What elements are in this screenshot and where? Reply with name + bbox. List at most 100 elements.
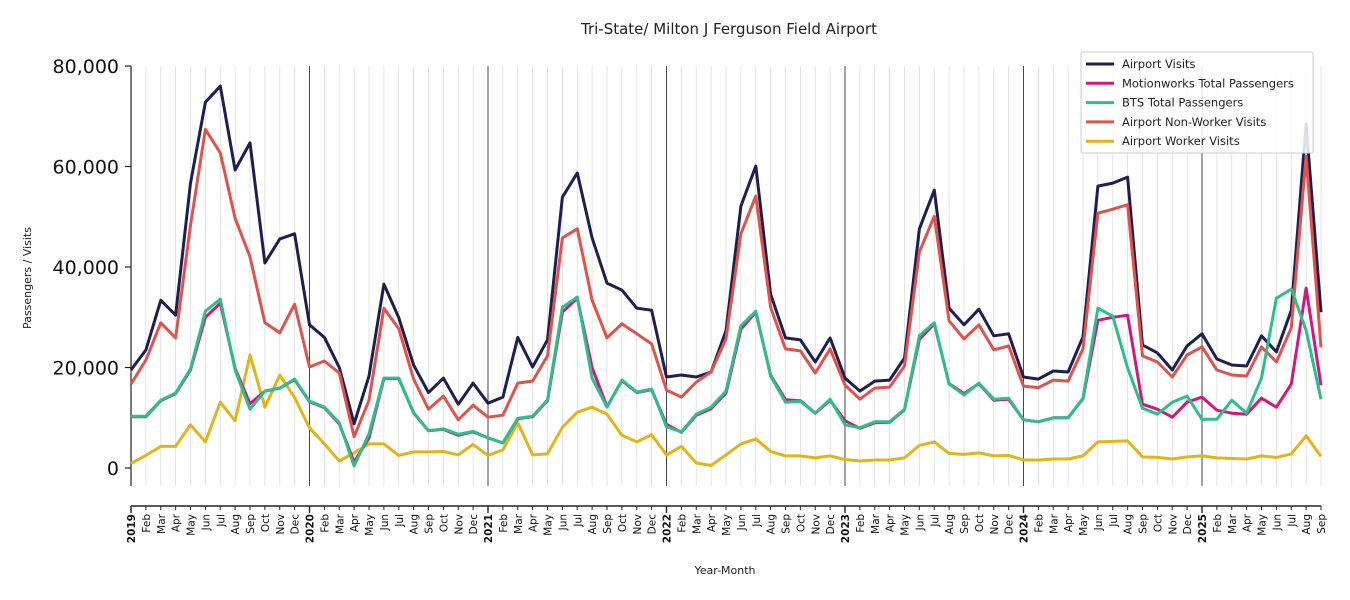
x-tick-month-label: Feb [855, 514, 867, 533]
x-tick-month-label: May [186, 514, 198, 536]
x-tick-month-label: Mar [1048, 513, 1060, 533]
legend-box [1080, 51, 1314, 154]
x-tick-month-label: Jun [1271, 514, 1283, 531]
x-tick-month-label: Aug [409, 514, 421, 535]
legend: Airport Visits Motionworks Total Passenge… [1080, 51, 1314, 154]
legend-item: Airport Visits [1086, 57, 1196, 71]
y-tick-label: 20,000 [53, 358, 119, 380]
x-tick-month-label: Mar [870, 513, 882, 533]
y-tick-label: 80,000 [53, 56, 119, 78]
x-tick-month-label: Jun [379, 514, 391, 531]
x-tick-month-label: May [900, 514, 912, 536]
x-tick-month-label: Aug [230, 514, 242, 535]
x-tick-month-label: Aug [1301, 514, 1313, 535]
x-tick-month-label: Apr [349, 513, 361, 532]
y-axis: 0 20,000 40,000 60,000 80,000 [53, 56, 132, 486]
legend-item: BTS Total Passengers [1086, 96, 1243, 110]
x-tick-month-label: Dec [1004, 514, 1016, 535]
x-tick-month-label: Jul [929, 514, 941, 528]
x-tick-month-label: Sep [959, 514, 971, 534]
x-tick-month-label: Dec [825, 514, 837, 535]
x-tick-year-label: 2020 [305, 514, 317, 543]
x-tick-month-label: Nov [275, 514, 287, 535]
legend-label: Airport Worker Visits [1122, 134, 1240, 148]
x-tick-year-label: 2019 [126, 514, 138, 543]
chart-title: Tri-State/ Milton J Ferguson Field Airpo… [580, 20, 877, 38]
x-tick-month-label: May [1078, 514, 1090, 536]
y-tick-label: 0 [107, 458, 119, 480]
x-tick-month-label: Jul [394, 514, 406, 528]
x-axis: 2019 Feb Mar Apr May Jun Jul Aug Sep Oct Nov Dec 202… [126, 505, 1328, 543]
x-tick-month-label: Apr [706, 513, 718, 532]
x-tick-month-label: Nov [1167, 514, 1179, 535]
x-tick-month-label: Jul [215, 514, 227, 528]
legend-item: Airport Non-Worker Visits [1086, 115, 1266, 129]
x-tick-month-label: Apr [528, 513, 540, 532]
x-tick-month-label: Feb [1212, 514, 1224, 533]
x-tick-month-label: Jun [914, 514, 926, 531]
x-tick-month-label: May [543, 514, 555, 536]
y-axis-label: Passengers / Visits [21, 227, 34, 329]
x-tick-month-label: Feb [1033, 514, 1045, 533]
x-tick-month-label: Sep [602, 514, 614, 534]
x-tick-month-label: Nov [989, 514, 1001, 535]
x-tick-month-label: Feb [676, 514, 688, 533]
x-tick-month-label: Feb [141, 514, 153, 533]
legend-item: Airport Worker Visits [1086, 134, 1240, 148]
legend-item: Motionworks Total Passengers [1086, 76, 1294, 90]
x-tick-month-label: Jun [557, 514, 569, 531]
x-tick-month-label: Apr [1242, 513, 1254, 532]
x-tick-year-label: 2025 [1197, 514, 1209, 543]
x-tick-month-label: Oct [1152, 514, 1164, 532]
x-tick-month-label: Jul [1286, 514, 1298, 528]
x-tick-month-label: Mar [156, 513, 168, 533]
x-tick-year-label: 2021 [483, 514, 495, 543]
x-tick-month-label: Apr [885, 513, 897, 532]
x-tick-month-label: Aug [944, 514, 956, 535]
x-axis-label: Year-Month [693, 564, 755, 577]
series-lines [129, 84, 1323, 468]
x-tick-month-label: Aug [587, 514, 599, 535]
x-tick-month-label: Jun [736, 514, 748, 531]
x-tick-month-label: Jul [572, 514, 584, 528]
legend-label: Motionworks Total Passengers [1122, 76, 1294, 90]
x-tick-year-label: 2023 [840, 514, 852, 543]
x-tick-month-label: Mar [513, 513, 525, 533]
x-tick-month-label: Dec [468, 514, 480, 535]
x-tick-month-label: Nov [453, 514, 465, 535]
x-tick-month-label: Apr [1063, 513, 1075, 532]
series-line-bts-total-passengers [131, 287, 1323, 468]
legend-label: Airport Non-Worker Visits [1122, 115, 1266, 129]
x-tick-month-label: Dec [647, 514, 659, 535]
x-tick-month-label: Sep [245, 514, 257, 534]
x-tick-month-label: Mar [691, 513, 703, 533]
x-tick-month-label: Oct [795, 514, 807, 532]
x-tick-year-label: 2022 [662, 514, 674, 543]
x-tick-month-label: Nov [810, 514, 822, 535]
x-tick-month-label: Oct [260, 514, 272, 532]
series-line-airport-worker-visits [130, 353, 1323, 467]
y-tick-label: 60,000 [53, 157, 119, 179]
x-tick-month-label: May [1257, 514, 1269, 536]
x-tick-month-label: May [721, 514, 733, 536]
x-tick-month-label: Jun [1093, 514, 1105, 531]
x-tick-month-label: Aug [1123, 514, 1135, 535]
x-tick-month-label: Dec [1182, 514, 1194, 535]
x-tick-month-label: Oct [974, 514, 986, 532]
x-tick-month-label: Sep [781, 514, 793, 534]
x-tick-month-label: Oct [617, 514, 629, 532]
x-tick-month-label: Dec [290, 514, 302, 535]
legend-label: BTS Total Passengers [1122, 96, 1243, 110]
x-tick-month-label: Jun [200, 514, 212, 531]
x-tick-month-label: Sep [424, 514, 436, 534]
x-tick-month-label: Mar [334, 513, 346, 533]
x-tick-month-label: Feb [319, 514, 331, 533]
x-tick-month-label: Nov [632, 514, 644, 535]
x-tick-month-label: May [364, 514, 376, 536]
x-tick-month-label: Oct [438, 514, 450, 532]
x-tick-month-label: Feb [498, 514, 510, 533]
x-tick-month-label: Sep [1138, 514, 1150, 534]
y-tick-label: 40,000 [53, 257, 119, 279]
x-tick-month-label: Jul [1108, 514, 1120, 528]
